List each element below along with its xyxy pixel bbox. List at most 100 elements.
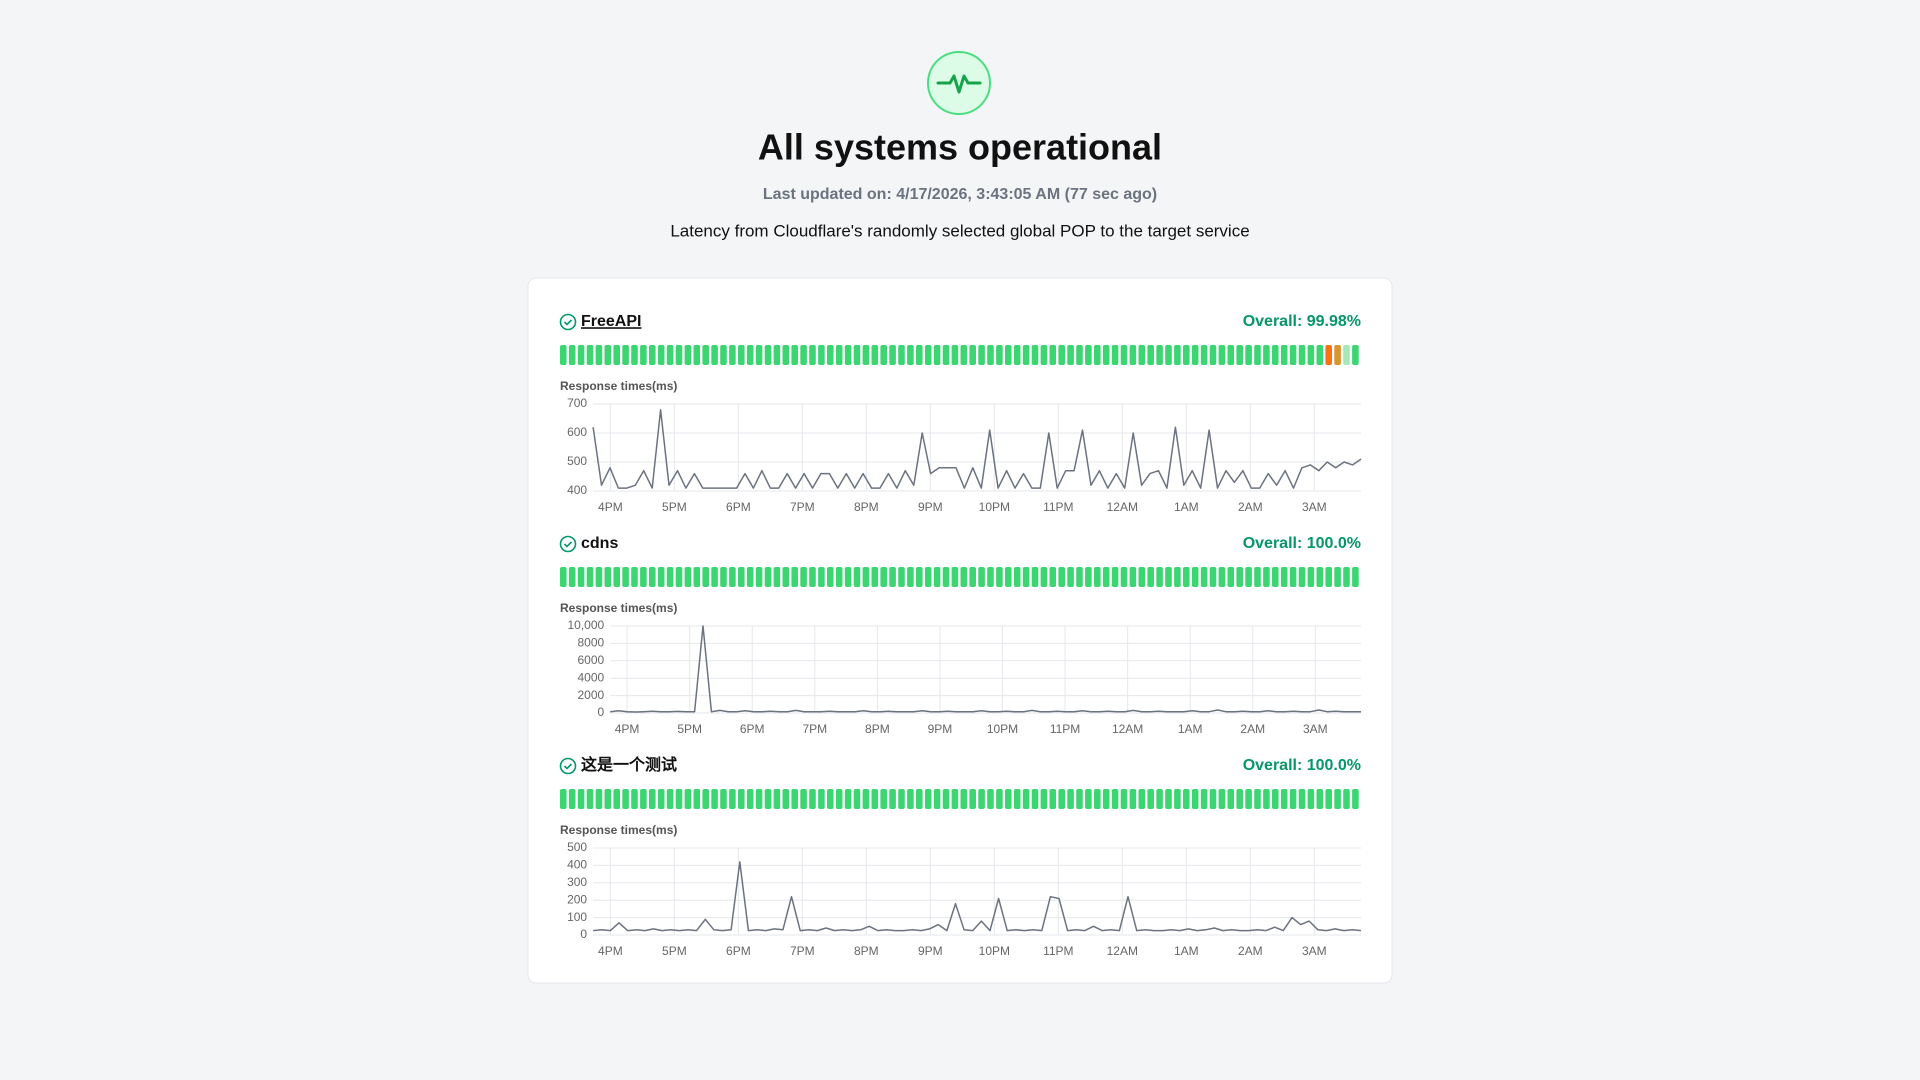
uptime-bar[interactable] — [1156, 789, 1163, 809]
uptime-bar[interactable] — [1227, 567, 1235, 587]
uptime-bar[interactable] — [738, 345, 745, 365]
uptime-bar[interactable] — [1352, 789, 1359, 809]
uptime-bar[interactable] — [1138, 789, 1146, 809]
uptime-bar[interactable] — [835, 345, 843, 365]
uptime-bar[interactable] — [1005, 567, 1012, 587]
uptime-bar[interactable] — [1334, 567, 1341, 587]
uptime-bar[interactable] — [987, 345, 994, 365]
uptime-bar[interactable] — [942, 789, 950, 809]
uptime-bar[interactable] — [809, 345, 816, 365]
uptime-bar[interactable] — [809, 567, 816, 587]
uptime-bar[interactable] — [1102, 345, 1110, 365]
uptime-bar[interactable] — [755, 345, 763, 365]
uptime-bar[interactable] — [933, 345, 941, 365]
uptime-bar[interactable] — [657, 789, 665, 809]
uptime-bar[interactable] — [1263, 567, 1270, 587]
uptime-bar[interactable] — [649, 789, 656, 809]
uptime-bar[interactable] — [1289, 789, 1297, 809]
uptime-bar[interactable] — [1218, 789, 1226, 809]
uptime-bar[interactable] — [729, 567, 736, 587]
uptime-bar[interactable] — [1049, 345, 1057, 365]
uptime-bar[interactable] — [898, 345, 905, 365]
uptime-bar[interactable] — [720, 345, 727, 365]
uptime-bar[interactable] — [1040, 789, 1048, 809]
uptime-bar[interactable] — [1120, 789, 1128, 809]
uptime-bar[interactable] — [738, 789, 745, 809]
uptime-bar[interactable] — [907, 345, 914, 365]
uptime-bar[interactable] — [1343, 345, 1350, 365]
uptime-bar[interactable] — [1191, 567, 1199, 587]
uptime-bar[interactable] — [889, 345, 896, 365]
uptime-bar[interactable] — [1254, 789, 1261, 809]
uptime-bar[interactable] — [1191, 789, 1199, 809]
uptime-bar[interactable] — [604, 567, 612, 587]
uptime-bar[interactable] — [586, 345, 594, 365]
uptime-bar[interactable] — [916, 567, 923, 587]
uptime-bar[interactable] — [871, 345, 879, 365]
uptime-bar[interactable] — [800, 345, 807, 365]
uptime-bar[interactable] — [1280, 567, 1288, 587]
uptime-bar[interactable] — [853, 789, 861, 809]
uptime-bar[interactable] — [595, 567, 603, 587]
uptime-bar[interactable] — [1147, 789, 1154, 809]
uptime-bar[interactable] — [755, 789, 763, 809]
monitor-name[interactable]: FreeAPI — [581, 313, 641, 330]
uptime-bar[interactable] — [1022, 345, 1030, 365]
uptime-bar[interactable] — [924, 567, 932, 587]
uptime-bar[interactable] — [1049, 789, 1057, 809]
uptime-bar[interactable] — [1067, 345, 1074, 365]
uptime-bar[interactable] — [1236, 789, 1243, 809]
uptime-bar[interactable] — [1245, 567, 1252, 587]
uptime-bar[interactable] — [862, 789, 870, 809]
uptime-bar[interactable] — [1156, 567, 1163, 587]
uptime-bar[interactable] — [1085, 789, 1092, 809]
uptime-bar[interactable] — [880, 345, 887, 365]
uptime-bar[interactable] — [657, 567, 665, 587]
uptime-bar[interactable] — [951, 789, 959, 809]
uptime-bar[interactable] — [1298, 345, 1306, 365]
uptime-bar[interactable] — [853, 345, 861, 365]
uptime-bar[interactable] — [577, 789, 585, 809]
uptime-bar[interactable] — [1209, 789, 1217, 809]
uptime-bar[interactable] — [773, 345, 781, 365]
uptime-bar[interactable] — [1111, 345, 1119, 365]
uptime-bar[interactable] — [844, 567, 852, 587]
uptime-bar[interactable] — [649, 345, 656, 365]
uptime-bar[interactable] — [1272, 567, 1279, 587]
uptime-bar[interactable] — [773, 789, 781, 809]
uptime-bar[interactable] — [898, 567, 905, 587]
uptime-bar[interactable] — [666, 789, 674, 809]
uptime-bar[interactable] — [818, 567, 825, 587]
uptime-bar[interactable] — [1076, 789, 1083, 809]
uptime-bar[interactable] — [1156, 345, 1163, 365]
uptime-bar[interactable] — [1031, 345, 1039, 365]
uptime-bar[interactable] — [844, 789, 852, 809]
uptime-bar[interactable] — [1325, 567, 1332, 587]
uptime-bar[interactable] — [738, 567, 745, 587]
uptime-bar[interactable] — [773, 567, 781, 587]
uptime-bar[interactable] — [577, 567, 585, 587]
uptime-bar[interactable] — [666, 345, 674, 365]
uptime-bar[interactable] — [978, 345, 985, 365]
uptime-bar[interactable] — [951, 567, 959, 587]
uptime-bar[interactable] — [827, 345, 834, 365]
uptime-bar[interactable] — [631, 789, 638, 809]
uptime-bar[interactable] — [1272, 345, 1279, 365]
uptime-bar[interactable] — [1067, 567, 1074, 587]
uptime-bar[interactable] — [1227, 345, 1235, 365]
uptime-bar[interactable] — [835, 789, 843, 809]
uptime-bar[interactable] — [711, 789, 718, 809]
uptime-bar[interactable] — [1076, 567, 1083, 587]
uptime-bar[interactable] — [1209, 345, 1217, 365]
uptime-bar[interactable] — [1352, 567, 1359, 587]
uptime-bar[interactable] — [1289, 567, 1297, 587]
uptime-bar[interactable] — [907, 789, 914, 809]
uptime-bar[interactable] — [996, 567, 1003, 587]
uptime-bar[interactable] — [622, 789, 629, 809]
uptime-bar[interactable] — [1058, 567, 1065, 587]
uptime-bar[interactable] — [675, 789, 683, 809]
uptime-bar[interactable] — [1307, 345, 1315, 365]
uptime-bar[interactable] — [1183, 789, 1190, 809]
uptime-bar[interactable] — [622, 567, 629, 587]
uptime-bar[interactable] — [924, 789, 932, 809]
